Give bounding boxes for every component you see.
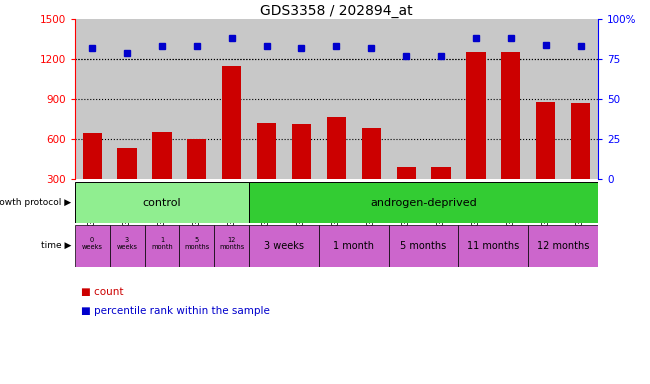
Bar (249, 19, 284, 179)
Bar (389, 225, 458, 267)
Bar (389, 19, 424, 179)
Bar (396, 167, 416, 179)
Bar (354, 19, 389, 179)
Bar (458, 19, 493, 179)
Bar (214, 225, 249, 267)
Text: 0
weeks: 0 weeks (82, 237, 103, 250)
Text: 11 months: 11 months (467, 241, 519, 251)
Text: 3
weeks: 3 weeks (116, 237, 138, 250)
Text: 3 weeks: 3 weeks (264, 241, 304, 251)
Bar (179, 225, 214, 267)
Bar (249, 182, 598, 223)
Bar (284, 19, 319, 179)
Bar (319, 19, 354, 179)
Text: 12 months: 12 months (537, 241, 590, 251)
Bar (501, 52, 521, 179)
Bar (563, 19, 598, 179)
Bar (432, 167, 450, 179)
Bar (75, 182, 249, 223)
Bar (361, 128, 381, 179)
Text: androgen-deprived: androgen-deprived (370, 197, 477, 208)
Bar (75, 225, 110, 267)
Bar (249, 225, 319, 267)
Bar (118, 148, 136, 179)
Bar (214, 19, 249, 179)
Text: ■ percentile rank within the sample: ■ percentile rank within the sample (81, 306, 270, 316)
Bar (144, 19, 179, 179)
Bar (536, 101, 555, 179)
Bar (327, 118, 346, 179)
Bar (257, 123, 276, 179)
Bar (144, 225, 179, 267)
Bar (83, 133, 102, 179)
Bar (222, 66, 241, 179)
Title: GDS3358 / 202894_at: GDS3358 / 202894_at (260, 4, 413, 18)
Bar (187, 139, 207, 179)
Text: 1 month: 1 month (333, 241, 374, 251)
Bar (152, 132, 172, 179)
Text: growth protocol ▶: growth protocol ▶ (0, 198, 72, 207)
Bar (179, 19, 214, 179)
Text: 5 months: 5 months (400, 241, 447, 251)
Text: 12
months: 12 months (219, 237, 244, 250)
Bar (528, 225, 598, 267)
Bar (75, 19, 110, 179)
Bar (424, 19, 458, 179)
Bar (292, 124, 311, 179)
Text: 5
months: 5 months (184, 237, 209, 250)
Bar (110, 19, 144, 179)
Bar (571, 103, 590, 179)
Bar (110, 225, 144, 267)
Bar (466, 52, 486, 179)
Bar (493, 19, 528, 179)
Text: ■ count: ■ count (81, 287, 124, 297)
Bar (319, 225, 389, 267)
Text: 1
month: 1 month (151, 237, 173, 250)
Text: control: control (142, 197, 181, 208)
Text: time ▶: time ▶ (41, 241, 72, 250)
Bar (528, 19, 563, 179)
Bar (458, 225, 528, 267)
